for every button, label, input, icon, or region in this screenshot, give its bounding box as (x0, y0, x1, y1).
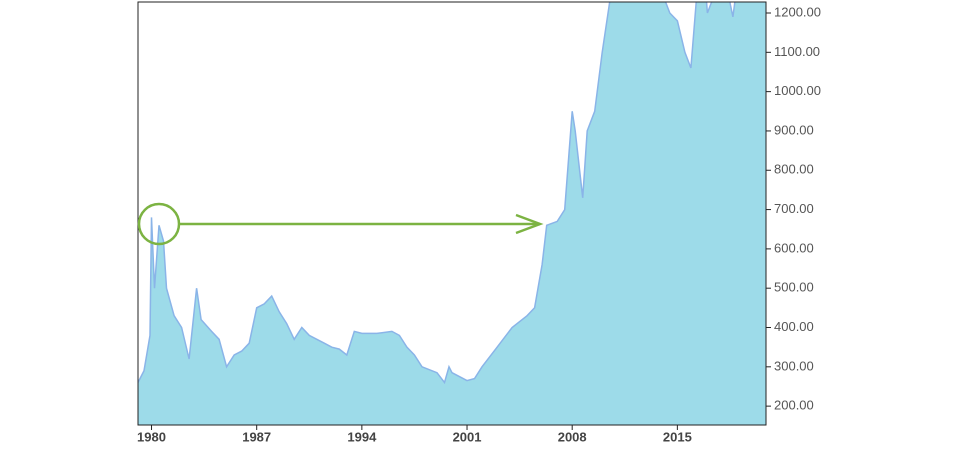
area (138, 2, 766, 425)
plot-area (138, 2, 766, 425)
y-tick-label: 600.00 (774, 240, 814, 255)
axes: 200.00 300.00 400.00 500.00 600.00 700.00 800.… (137, 4, 821, 444)
x-tick-label: 2001 (453, 429, 482, 444)
y-tick-label: 400.00 (774, 319, 814, 334)
plot-frame (137, 1, 767, 426)
y-tick-label: 500.00 (774, 280, 814, 295)
y-tick-label: 1100.00 (774, 44, 820, 59)
y-tick-label: 1000.00 (774, 83, 821, 98)
x-tick-label: 1994 (347, 429, 377, 444)
y-tick-label: 200.00 (774, 398, 814, 413)
y-tick-label: 800.00 (774, 162, 814, 177)
arrow-head (515, 213, 544, 235)
line (138, 2, 736, 385)
y-tick-label: 1200.00 (774, 4, 821, 19)
y-tick-label: 700.00 (774, 201, 814, 216)
y-tick-label: 300.00 (774, 358, 814, 373)
x-tick-label: 2008 (558, 429, 587, 444)
y-tick-label: 900.00 (774, 122, 814, 137)
x-tick-label: 2015 (663, 429, 692, 444)
x-tick-label: 1980 (137, 429, 166, 444)
x-tick-label: 1987 (242, 429, 271, 444)
annotation (137, 202, 544, 246)
